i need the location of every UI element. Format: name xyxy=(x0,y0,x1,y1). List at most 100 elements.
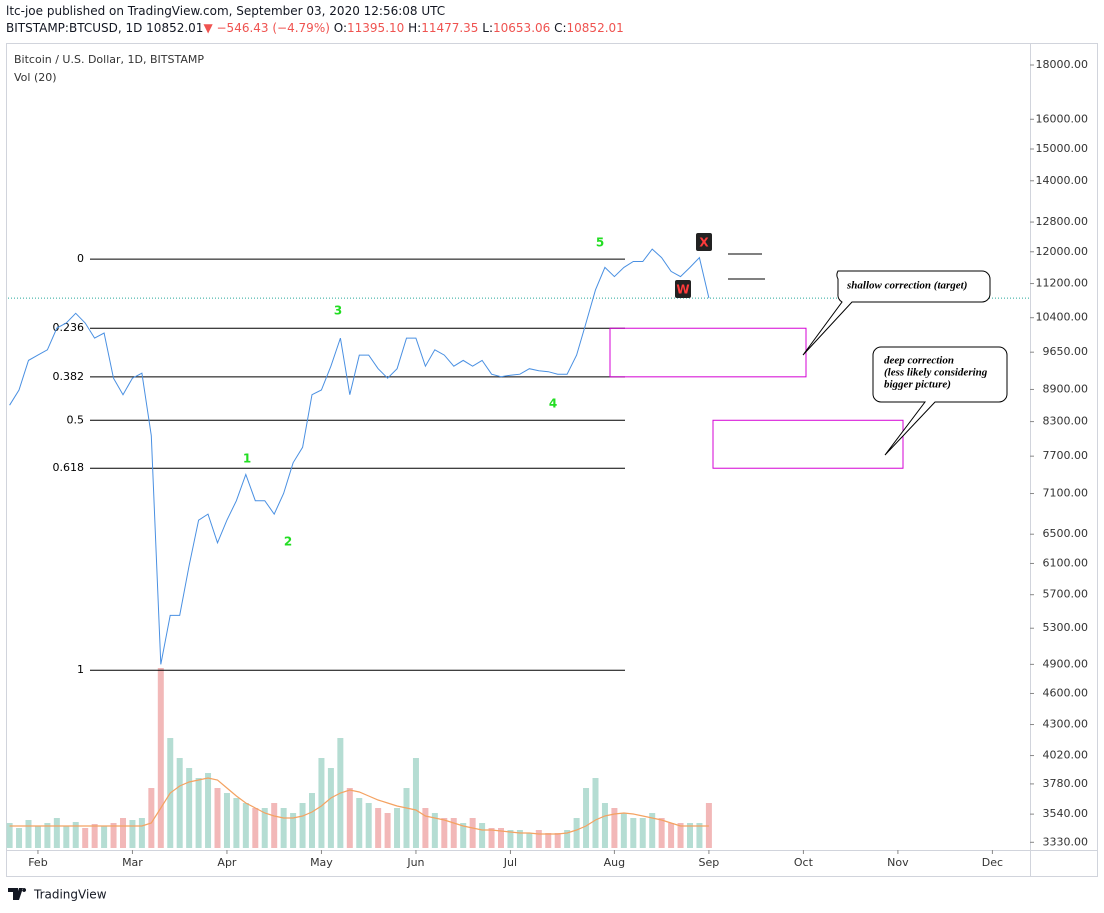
price-line xyxy=(9,248,710,665)
volume-bar xyxy=(564,830,571,848)
y-tick-label: 3540.00 xyxy=(1043,807,1089,820)
logo-icon xyxy=(8,888,27,900)
ohlc-1-key: H: xyxy=(408,21,422,35)
volume-bar xyxy=(120,818,126,848)
volume-bar xyxy=(403,788,410,848)
badge xyxy=(696,233,712,251)
y-tick-label: 3780.00 xyxy=(1043,777,1089,790)
y-tick-label: 6100.00 xyxy=(1043,556,1089,569)
corrective-label: W xyxy=(676,283,689,297)
volume-bar xyxy=(375,808,382,848)
badge xyxy=(675,280,691,298)
wave-label: 3 xyxy=(334,304,342,318)
wave-label: 4 xyxy=(549,397,557,411)
volume-bar xyxy=(242,803,249,848)
volume-bar xyxy=(696,823,703,848)
volume-bar xyxy=(365,803,372,848)
volume-bar xyxy=(290,813,297,848)
price-layer: 0 0.236 0.382 0.5 0.618 1 1 2 3 4 5 X W xyxy=(8,233,1030,676)
volume-bar xyxy=(34,826,41,848)
volume-bar xyxy=(148,788,155,848)
x-tick-label: May xyxy=(310,856,333,869)
volume-bar xyxy=(516,830,523,848)
volume-bar xyxy=(412,758,419,848)
y-tick-label: 3330.00 xyxy=(1043,835,1089,848)
volume-bar xyxy=(450,818,457,848)
volume-bar xyxy=(677,823,684,848)
wave-label: 1 xyxy=(243,452,251,466)
ohlc-1: 11477.35 xyxy=(421,21,479,35)
x-tick-label: Jul xyxy=(503,856,517,869)
y-tick-label: 5300.00 xyxy=(1043,621,1089,634)
volume-ma xyxy=(9,777,709,835)
x-tick-label: Nov xyxy=(887,856,909,869)
y-tick-label: 8300.00 xyxy=(1043,415,1089,428)
volume-bar xyxy=(271,803,278,848)
target-zone xyxy=(712,419,904,469)
wave-label: 2 xyxy=(284,535,292,549)
volume-bar xyxy=(630,818,637,848)
volume-bar xyxy=(554,833,561,848)
volume-bar xyxy=(138,818,145,848)
volume-bar xyxy=(327,768,334,848)
volume-bar xyxy=(422,808,429,848)
volume-bar xyxy=(668,823,675,848)
y-tick-label: 10400.00 xyxy=(1036,311,1089,324)
ohlc-0: 11395.10 xyxy=(347,21,405,35)
y-tick-label: 12000.00 xyxy=(1036,245,1089,258)
volume-bar xyxy=(299,803,306,848)
volume-bar xyxy=(394,808,401,848)
down-arrow: ▼ xyxy=(203,21,213,35)
volume-bar xyxy=(176,758,183,848)
x-tick-label: Aug xyxy=(604,856,625,869)
chart-subtitle: Vol (20) xyxy=(14,71,57,84)
volume-bar xyxy=(346,788,353,848)
y-tick-label: 4300.00 xyxy=(1043,718,1089,731)
volume-bar xyxy=(25,820,32,848)
volume-bar xyxy=(214,788,221,848)
volume-bar xyxy=(186,768,193,848)
x-tick-label: Mar xyxy=(122,856,143,869)
callout-shape xyxy=(872,346,1008,456)
y-tick-label: 4900.00 xyxy=(1043,657,1089,670)
target-zone xyxy=(609,327,807,378)
callout-text: shallow correction (target) xyxy=(846,280,967,292)
volume-bar xyxy=(658,818,665,848)
fib-label: 0.236 xyxy=(53,321,85,334)
symbol: BITSTAMP:BTCUSD, 1D xyxy=(6,21,143,35)
y-tick-label: 16000.00 xyxy=(1036,112,1089,125)
volume-bar xyxy=(431,813,438,848)
y-tick-label: 4600.00 xyxy=(1043,686,1089,699)
volume-bar xyxy=(309,793,315,848)
corrective-label: X xyxy=(699,236,709,250)
volume-bar xyxy=(233,798,240,848)
volume-bar xyxy=(479,823,486,848)
ohlc-3-key: C: xyxy=(554,21,567,35)
x-tick-label: Feb xyxy=(28,856,47,869)
volume-bar xyxy=(101,826,108,848)
volume-bar xyxy=(469,818,476,848)
callout-text: bigger picture) xyxy=(884,379,951,391)
callout-shape xyxy=(802,270,991,356)
volume-bar xyxy=(6,823,13,848)
y-tick-label: 7700.00 xyxy=(1043,449,1089,462)
volume-bar xyxy=(601,803,608,848)
fib-label: 0.618 xyxy=(53,461,85,474)
x-tick-label: Sep xyxy=(699,856,720,869)
ohlc-0-key: O: xyxy=(333,21,348,35)
volume-bar xyxy=(356,798,363,848)
y-tick-label: 4020.00 xyxy=(1043,749,1089,762)
chart-title: Bitcoin / U.S. Dollar, 1D, BITSTAMP xyxy=(14,53,204,66)
volume-bar xyxy=(535,830,542,848)
volume-bar xyxy=(639,818,646,848)
symbol-line: BITSTAMP:BTCUSD, 1D 10852.01▼ −546.43 (−… xyxy=(6,21,624,35)
y-tick-label: 14000.00 xyxy=(1036,174,1089,187)
volume-bar xyxy=(620,813,627,848)
y-tick-label: 7100.00 xyxy=(1043,487,1089,500)
y-tick-label: 11200.00 xyxy=(1036,277,1089,290)
volume-bar xyxy=(460,823,467,848)
x-tick-label: Apr xyxy=(217,856,237,869)
footer-brand: TradingView xyxy=(33,888,107,902)
volume-bar xyxy=(687,823,693,848)
